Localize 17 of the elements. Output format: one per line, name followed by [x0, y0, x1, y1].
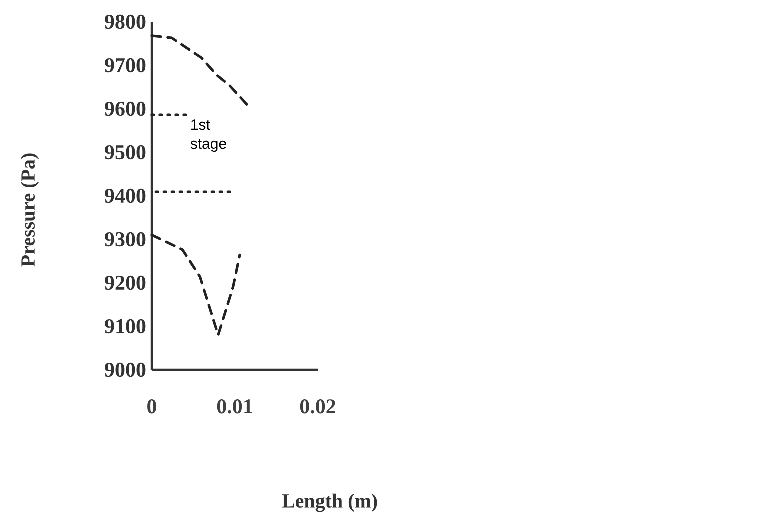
x-tick-label: 0 [148, 400, 156, 414]
line-series [150, 34, 250, 108]
y-tick-label: 9700 [105, 58, 146, 73]
y-tick-label: 9600 [105, 102, 146, 116]
y-tick-label: 9000 [105, 362, 146, 378]
annotation: 1st stage [190, 120, 226, 152]
y-axis-title: Pressure (Pa) [20, 154, 40, 267]
y-tick-label: 9500 [105, 145, 146, 160]
y-tick-label: 9100 [105, 319, 146, 334]
x-tick-label: 0.01 [217, 400, 252, 414]
y-tick-label: 9800 [105, 14, 146, 30]
x-tick-label: 0.02 [300, 400, 336, 414]
y-tick-label: 9200 [105, 276, 146, 290]
line-series [150, 234, 242, 336]
y-tick-label: 9300 [105, 232, 146, 247]
y-tick-label: 9400 [105, 188, 146, 204]
x-axis-title: Length (m) [282, 494, 378, 512]
